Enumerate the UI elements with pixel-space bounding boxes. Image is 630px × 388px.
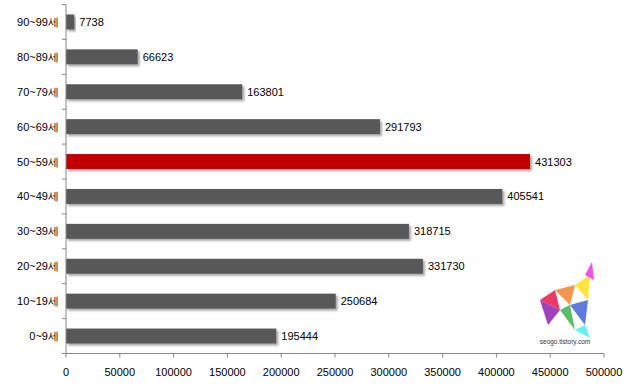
bar — [66, 49, 138, 64]
chart-container: 0 50000 100000 150000 200000 250000 300000 3500… — [0, 0, 630, 388]
logo-shape — [570, 300, 588, 325]
data-label: 195444 — [281, 330, 318, 342]
annotation: seogo.tistory.com — [540, 338, 590, 346]
bar — [66, 294, 336, 309]
x-tick-label: 350000 — [424, 366, 461, 378]
y-tick-label: 30~39세 — [17, 225, 59, 237]
x-tick-label: 450000 — [532, 366, 569, 378]
bar — [66, 189, 502, 204]
y-tick — [62, 4, 66, 5]
x-tick — [119, 354, 120, 358]
x-tick-label: 500000 — [586, 366, 623, 378]
bar — [66, 154, 530, 169]
x-tick — [227, 354, 228, 358]
x-tick-label: 0 — [63, 366, 69, 378]
y-tick-label: 90~99세 — [17, 16, 59, 28]
logo-shape — [585, 262, 594, 280]
y-tick-label: 50~59세 — [17, 156, 59, 168]
data-label: 7738 — [79, 16, 103, 28]
x-tick — [173, 354, 174, 358]
y-tick — [62, 109, 66, 110]
x-tick — [442, 354, 443, 358]
x-tick-label: 250000 — [317, 366, 354, 378]
x-tick — [604, 354, 605, 358]
y-tick-label: 0~9세 — [29, 330, 59, 342]
x-tick-label: 50000 — [105, 366, 136, 378]
y-tick-label: 60~69세 — [17, 121, 59, 133]
x-tick-label: 150000 — [209, 366, 246, 378]
y-tick-label: 10~19세 — [17, 295, 59, 307]
data-label: 66623 — [143, 51, 174, 63]
y-tick — [62, 353, 66, 354]
y-tick — [62, 39, 66, 40]
x-tick-label: 100000 — [155, 366, 192, 378]
logo-shape — [540, 300, 560, 325]
x-tick-label: 200000 — [263, 366, 300, 378]
x-tick — [550, 354, 551, 358]
y-tick-label: 70~79세 — [17, 86, 59, 98]
logo-shape — [575, 325, 590, 338]
y-tick — [62, 213, 66, 214]
y-tick — [62, 283, 66, 284]
data-label: 431303 — [535, 156, 572, 168]
x-tick-label: 300000 — [370, 366, 407, 378]
y-tick — [62, 144, 66, 145]
data-label: 331730 — [428, 260, 465, 272]
bar — [66, 119, 380, 134]
x-tick-label: 400000 — [478, 366, 515, 378]
x-tick — [281, 354, 282, 358]
data-label: 291793 — [385, 121, 422, 133]
bar — [66, 329, 276, 344]
bar — [66, 14, 74, 29]
y-tick — [62, 248, 66, 249]
y-tick — [62, 179, 66, 180]
x-tick — [496, 354, 497, 358]
bar — [66, 259, 423, 274]
logo-shape — [555, 285, 575, 305]
chart-svg: 0 50000 100000 150000 200000 250000 300000 3500… — [0, 0, 630, 388]
x-tick — [335, 354, 336, 358]
data-label: 163801 — [247, 86, 284, 98]
x-tick — [66, 354, 67, 358]
data-label: 318715 — [414, 225, 451, 237]
bar — [66, 84, 242, 99]
logo-shape — [575, 275, 590, 300]
logo-shape — [560, 305, 575, 330]
x-tick — [388, 354, 389, 358]
data-label: 250684 — [341, 295, 378, 307]
y-tick-label: 20~29세 — [17, 260, 59, 272]
logo — [540, 262, 594, 338]
y-tick-label: 80~89세 — [17, 51, 59, 63]
bars — [66, 14, 530, 343]
y-tick-label: 40~49세 — [17, 190, 59, 202]
y-tick — [62, 318, 66, 319]
y-tick — [62, 74, 66, 75]
data-label: 405541 — [507, 190, 544, 202]
bar — [66, 224, 409, 239]
